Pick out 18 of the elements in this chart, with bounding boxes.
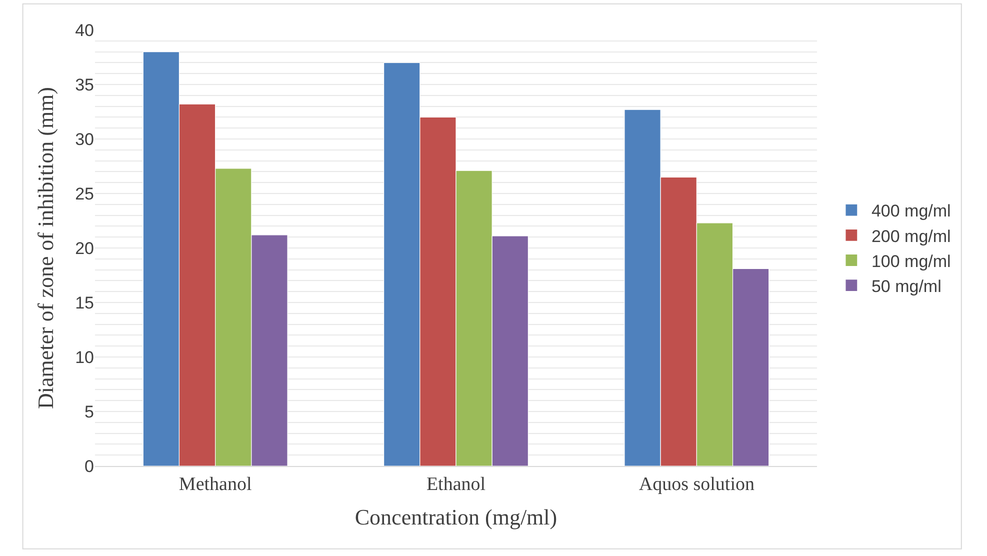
legend-label: 200 mg/ml — [871, 226, 951, 246]
y-tick-label: 40 — [75, 20, 94, 40]
y-tick-label: 10 — [75, 348, 94, 367]
x-tick-label: Methanol — [178, 474, 252, 495]
y-axis-title: Diameter of zone of inhibition (mm) — [32, 87, 58, 409]
x-tick-label: Aquos solution — [638, 474, 755, 495]
y-tick-label: 5 — [84, 402, 94, 422]
x-axis-title: Concentration (mg/ml) — [354, 504, 558, 530]
y-tick-label: 20 — [75, 238, 94, 258]
x-tick-label: Ethanol — [426, 474, 486, 495]
y-tick-label: 0 — [84, 456, 94, 476]
legend-label: 50 mg/ml — [871, 276, 942, 296]
y-tick-label: 30 — [75, 130, 94, 149]
y-tick-label: 15 — [75, 293, 94, 312]
legend-label: 400 mg/ml — [871, 202, 951, 221]
y-tick-label: 25 — [75, 184, 94, 204]
y-tick-label: 35 — [75, 75, 94, 94]
legend-label: 100 mg/ml — [871, 252, 951, 271]
